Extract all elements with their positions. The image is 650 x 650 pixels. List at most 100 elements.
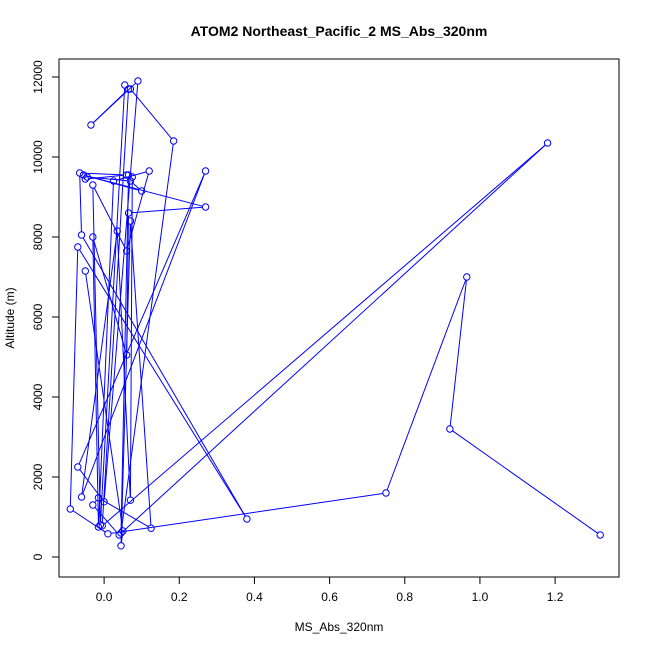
chart-title: ATOM2 Northeast_Pacific_2 MS_Abs_320nm <box>191 23 488 39</box>
series-segment <box>129 180 133 498</box>
x-tick-label: 0.0 <box>96 590 113 604</box>
series-lines <box>69 82 598 543</box>
data-point <box>126 85 135 93</box>
series-segment <box>120 144 174 530</box>
x-axis-label: MS_Abs_320nm <box>295 620 384 634</box>
data-point <box>104 530 112 538</box>
series-segment <box>116 234 131 498</box>
data-point <box>94 494 103 502</box>
x-tick-label: 1.0 <box>472 590 489 604</box>
data-point <box>124 85 133 93</box>
data-point <box>128 173 136 181</box>
series-segment <box>386 279 467 491</box>
data-point <box>134 77 142 85</box>
x-tick-label: 1.2 <box>547 590 564 604</box>
x-tick-label: 0.8 <box>396 590 413 604</box>
data-point <box>89 181 97 189</box>
series-segment <box>79 176 82 232</box>
data-point <box>117 529 125 537</box>
data-point <box>83 173 91 181</box>
series-segment <box>82 173 205 495</box>
data-point <box>124 209 133 217</box>
data-point <box>94 523 103 531</box>
data-point <box>122 351 131 359</box>
x-axis: 0.0 0.2 0.4 0.6 0.8 1.0 1.2 <box>96 576 564 604</box>
series-segment <box>82 172 124 176</box>
data-point <box>147 524 155 532</box>
series-segment <box>100 88 126 522</box>
series-segment <box>120 224 131 543</box>
series-segment <box>130 224 152 526</box>
data-point <box>201 167 210 175</box>
data-point <box>81 175 90 183</box>
series-segment <box>120 178 129 530</box>
series-segment <box>100 498 149 528</box>
y-tick-label: 12000 <box>31 60 45 94</box>
series-segment <box>98 184 114 524</box>
data-point <box>77 231 86 239</box>
series-segment <box>79 249 246 517</box>
data-point <box>126 217 135 225</box>
series-segment <box>93 239 127 353</box>
data-point <box>121 81 129 89</box>
y-tick-label: 0 <box>31 553 45 560</box>
data-point <box>145 167 153 175</box>
data-point <box>81 267 90 275</box>
series-segment <box>449 280 467 426</box>
data-point <box>89 501 97 509</box>
series-segment <box>132 182 140 190</box>
data-point <box>75 169 84 177</box>
data-point <box>66 505 74 513</box>
y-tick-label: 6000 <box>31 303 45 330</box>
series-segment <box>92 90 127 124</box>
data-point <box>243 515 251 523</box>
data-point <box>117 542 125 550</box>
data-point <box>124 171 133 179</box>
data-point <box>169 137 178 145</box>
data-point <box>77 493 86 501</box>
data-point <box>119 527 127 535</box>
data-point <box>79 171 88 179</box>
data-point <box>463 273 471 281</box>
data-point <box>122 247 131 255</box>
series-points <box>66 77 604 550</box>
x-tick-label: 0.2 <box>171 590 188 604</box>
x-tick-label: 0.4 <box>246 590 263 604</box>
series-segment <box>132 91 172 139</box>
data-point <box>113 227 121 235</box>
data-point <box>115 531 123 539</box>
y-tick-label: 2000 <box>31 463 45 490</box>
data-point <box>98 522 106 530</box>
data-point <box>74 243 82 251</box>
data-point <box>446 425 454 433</box>
data-point <box>87 121 95 129</box>
series-segment <box>81 234 118 494</box>
y-axis-label: Altitude (m) <box>3 287 17 348</box>
y-axis: 0 2000 4000 6000 8000 10000 12000 <box>31 60 60 560</box>
series-segment <box>94 507 118 533</box>
series-segment <box>103 84 139 499</box>
series-segment <box>110 492 383 534</box>
series-segment <box>452 430 598 534</box>
series-segment <box>121 144 546 534</box>
x-tick-label: 0.6 <box>321 590 338 604</box>
series-segment <box>101 92 129 523</box>
series-segment <box>78 173 205 465</box>
series-segment <box>92 188 101 522</box>
series-segment <box>104 144 546 525</box>
y-tick-label: 10000 <box>31 140 45 174</box>
data-point <box>543 139 552 147</box>
data-point <box>201 203 210 211</box>
data-point <box>137 187 146 195</box>
data-point <box>596 531 604 539</box>
series-segment <box>85 274 123 528</box>
series-segment <box>90 176 128 182</box>
series-segment <box>131 206 203 214</box>
y-tick-label: 8000 <box>31 223 45 250</box>
data-point <box>100 498 108 506</box>
data-point <box>382 489 390 497</box>
series-segment <box>69 250 79 506</box>
data-point <box>74 463 82 471</box>
